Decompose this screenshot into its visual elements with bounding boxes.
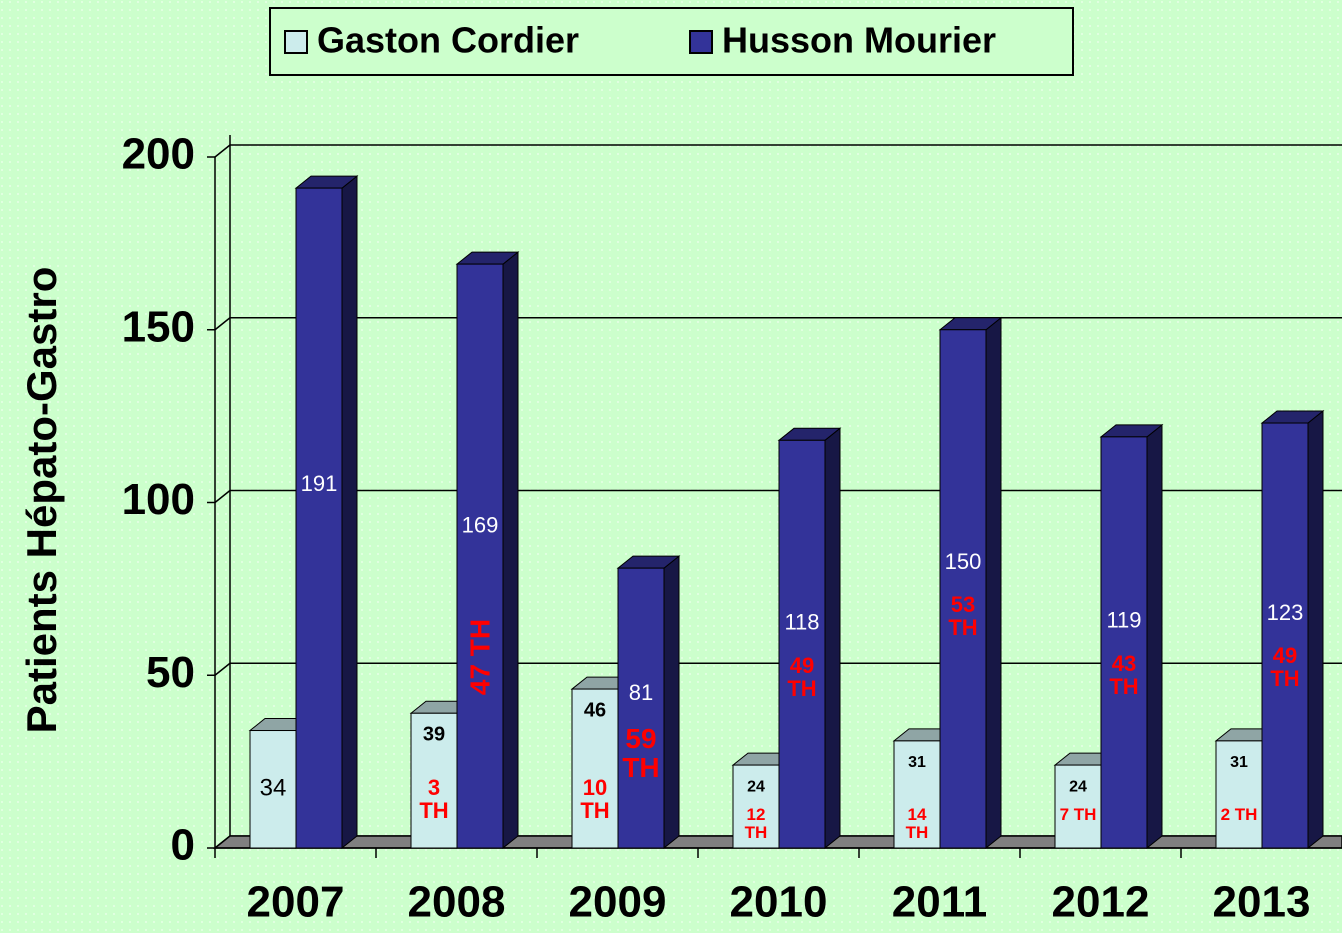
annotation: 59 TH	[622, 723, 660, 784]
bar	[1261, 422, 1309, 849]
bar	[456, 263, 504, 849]
y-tick-label: 50	[146, 648, 195, 697]
y-tick-label: 200	[122, 130, 195, 179]
bar-side	[824, 427, 841, 850]
value-label: 46	[584, 699, 606, 721]
annotation: 7 TH	[1059, 805, 1097, 824]
x-tick-label: 2009	[569, 878, 667, 927]
legend-label: Gaston Cordier	[317, 20, 579, 61]
y-tick-label: 100	[122, 475, 195, 524]
annotation: 12 TH	[744, 805, 768, 842]
x-tick-label: 2008	[408, 878, 506, 927]
value-label: 31	[908, 754, 926, 771]
bar	[893, 740, 941, 849]
annotation: 49 TH	[787, 652, 817, 701]
value-label: 118	[784, 610, 819, 635]
bar-side	[663, 555, 680, 850]
value-label: 169	[462, 513, 499, 538]
x-tick-label: 2010	[730, 878, 828, 927]
x-tick-label: 2007	[247, 878, 345, 927]
value-label: 39	[423, 724, 445, 746]
bar-side	[502, 251, 519, 850]
annotation: 2 TH	[1220, 805, 1258, 824]
legend-swatch	[284, 30, 308, 54]
value-label: 24	[1069, 778, 1087, 795]
bar	[939, 329, 987, 849]
annotation: 47 TH	[464, 618, 496, 695]
y-tick-label: 150	[122, 302, 195, 351]
value-label: 150	[945, 549, 982, 574]
value-label: 31	[1230, 754, 1248, 771]
bar	[410, 712, 458, 849]
annotation: 10 TH	[580, 775, 610, 824]
value-label: 119	[1106, 608, 1141, 633]
annotation: 49 TH	[1270, 643, 1300, 692]
bar	[1215, 740, 1263, 849]
legend-swatch	[689, 30, 713, 54]
bar	[1054, 764, 1102, 849]
annotation: 53 TH	[948, 591, 978, 641]
value-label: 81	[629, 680, 653, 705]
bar	[249, 730, 297, 849]
bar	[295, 187, 343, 849]
annotation: 3 TH	[419, 775, 449, 824]
grid-diagonal	[214, 662, 231, 676]
value-label: 24	[747, 778, 765, 795]
legend-label: Husson Mourier	[722, 20, 996, 61]
y-tick-label: 0	[171, 821, 195, 870]
value-label: 123	[1267, 600, 1304, 625]
x-tick-label: 2013	[1213, 878, 1311, 927]
bar-side	[985, 316, 1002, 850]
grid-diagonal	[214, 144, 231, 158]
value-label: 191	[301, 471, 338, 496]
bar-side	[341, 175, 358, 850]
grid-diagonal	[214, 317, 231, 331]
bar	[617, 567, 665, 849]
bar	[732, 764, 780, 849]
x-tick-label: 2011	[892, 878, 987, 927]
legend-box	[269, 7, 1074, 76]
bar	[1100, 436, 1148, 849]
x-tick-label: 2012	[1052, 878, 1150, 927]
annotation: 43 TH	[1109, 650, 1139, 699]
value-label: 34	[260, 775, 287, 802]
grid-diagonal	[214, 489, 231, 504]
bar-side	[1146, 423, 1163, 850]
bar-side	[1307, 409, 1324, 850]
annotation: 14 TH	[905, 805, 929, 842]
bar	[778, 439, 826, 849]
y-axis-title: Patients Hépato-Gastro	[18, 267, 65, 734]
